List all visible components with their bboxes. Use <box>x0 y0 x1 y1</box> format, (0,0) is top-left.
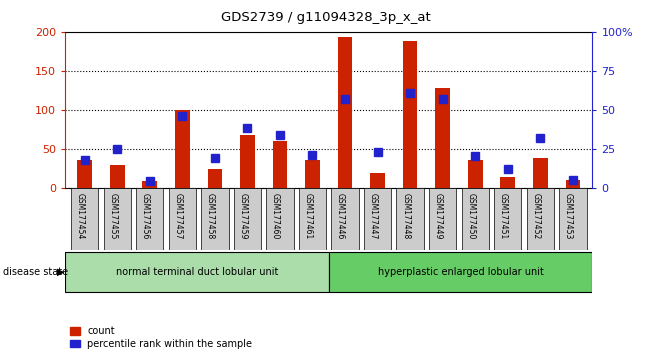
Bar <box>436 88 450 188</box>
FancyBboxPatch shape <box>364 188 391 250</box>
Text: ▶: ▶ <box>57 267 65 277</box>
Text: GSM177457: GSM177457 <box>173 193 182 239</box>
FancyBboxPatch shape <box>331 188 359 250</box>
FancyBboxPatch shape <box>527 188 554 250</box>
Text: GSM177454: GSM177454 <box>76 193 85 239</box>
FancyBboxPatch shape <box>169 188 196 250</box>
FancyBboxPatch shape <box>104 188 131 250</box>
Text: GSM177446: GSM177446 <box>336 193 345 239</box>
Bar <box>110 165 124 188</box>
FancyBboxPatch shape <box>559 188 587 250</box>
Text: normal terminal duct lobular unit: normal terminal duct lobular unit <box>116 267 278 277</box>
FancyBboxPatch shape <box>266 188 294 250</box>
Bar <box>468 160 482 188</box>
FancyBboxPatch shape <box>429 188 456 250</box>
Bar <box>77 160 92 188</box>
FancyBboxPatch shape <box>71 188 98 250</box>
FancyBboxPatch shape <box>234 188 261 250</box>
FancyBboxPatch shape <box>201 188 229 250</box>
Text: GSM177449: GSM177449 <box>434 193 443 239</box>
Bar <box>208 169 222 188</box>
Legend: count, percentile rank within the sample: count, percentile rank within the sample <box>70 326 253 349</box>
Text: GSM177451: GSM177451 <box>499 193 508 239</box>
Text: GSM177453: GSM177453 <box>564 193 573 239</box>
Bar <box>305 160 320 188</box>
Bar <box>175 110 189 188</box>
Text: GSM177461: GSM177461 <box>303 193 312 239</box>
Bar <box>370 173 385 188</box>
Text: GSM177452: GSM177452 <box>531 193 540 239</box>
Text: hyperplastic enlarged lobular unit: hyperplastic enlarged lobular unit <box>378 267 544 277</box>
Text: GSM177460: GSM177460 <box>271 193 280 239</box>
Bar <box>403 41 417 188</box>
FancyBboxPatch shape <box>329 252 592 292</box>
FancyBboxPatch shape <box>299 188 326 250</box>
Text: disease state: disease state <box>3 267 68 277</box>
FancyBboxPatch shape <box>494 188 521 250</box>
FancyBboxPatch shape <box>136 188 163 250</box>
Bar <box>338 37 352 188</box>
FancyBboxPatch shape <box>65 252 329 292</box>
Bar <box>240 135 255 188</box>
Text: GSM177456: GSM177456 <box>141 193 150 239</box>
Bar <box>273 141 287 188</box>
Text: GSM177459: GSM177459 <box>238 193 247 239</box>
FancyBboxPatch shape <box>396 188 424 250</box>
Bar <box>501 177 515 188</box>
Text: GSM177447: GSM177447 <box>368 193 378 239</box>
Text: GDS2739 / g11094328_3p_x_at: GDS2739 / g11094328_3p_x_at <box>221 11 430 24</box>
Bar <box>566 180 580 188</box>
Bar <box>533 158 547 188</box>
Text: GSM177458: GSM177458 <box>206 193 215 239</box>
FancyBboxPatch shape <box>462 188 489 250</box>
Bar <box>143 181 157 188</box>
Text: GSM177450: GSM177450 <box>466 193 475 239</box>
Text: GSM177448: GSM177448 <box>401 193 410 239</box>
Text: GSM177455: GSM177455 <box>108 193 117 239</box>
